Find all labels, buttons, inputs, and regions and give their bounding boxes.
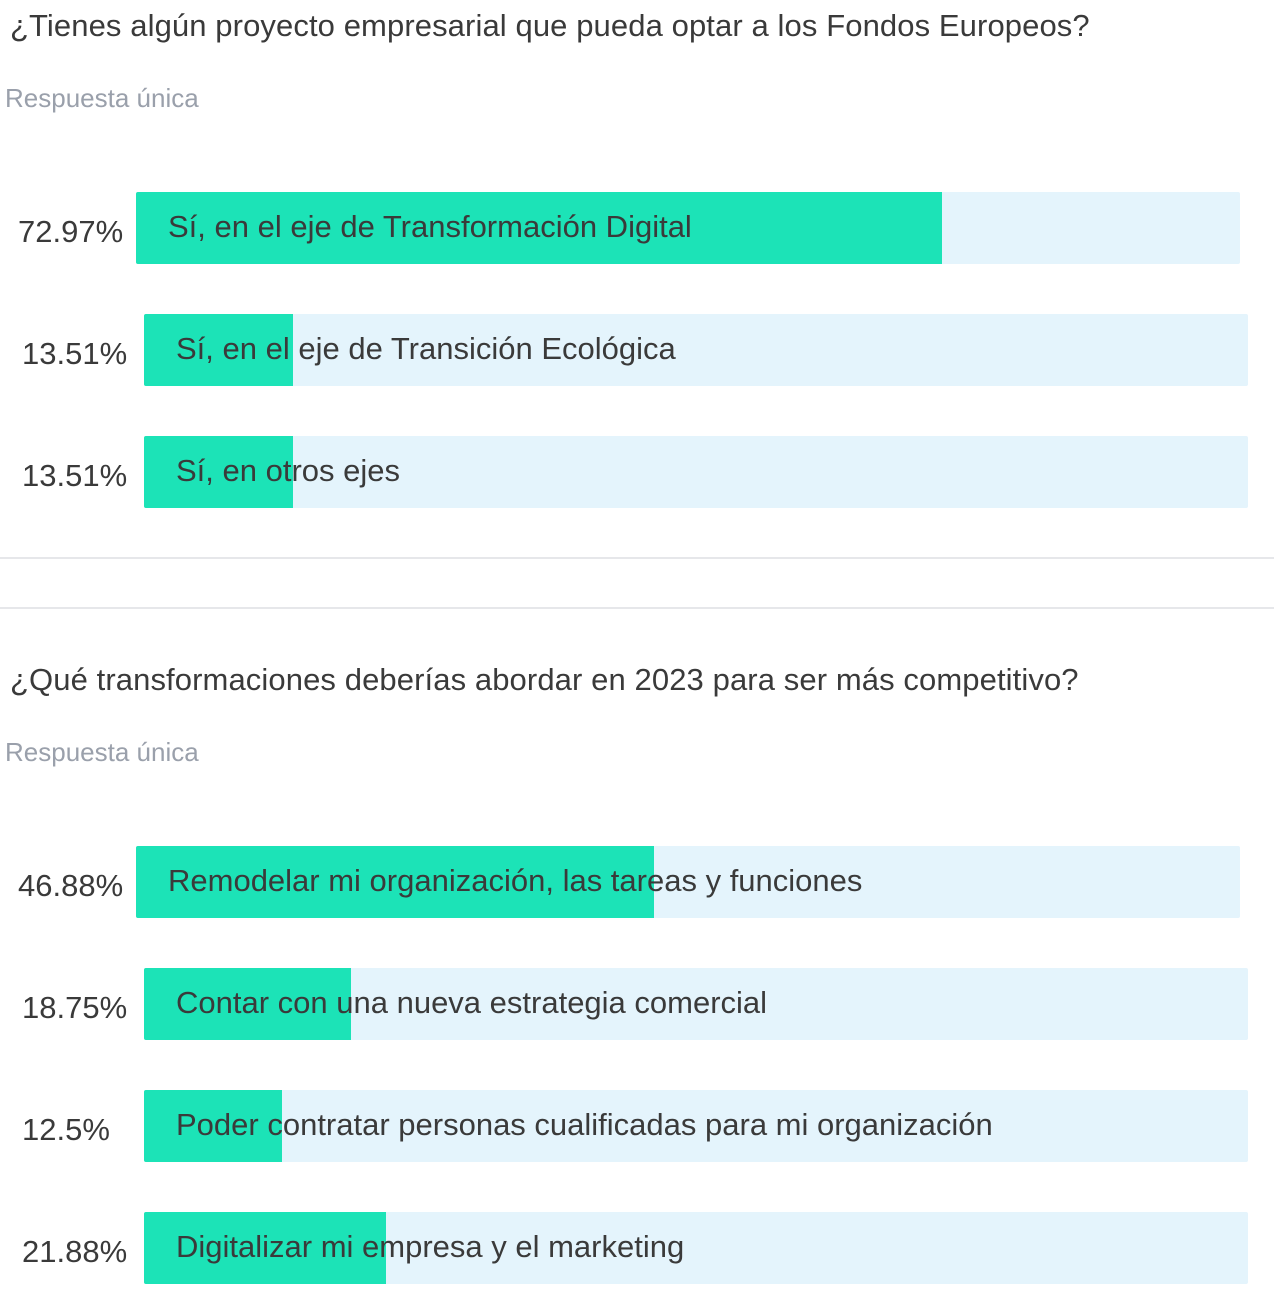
bar-track: Remodelar mi organización, las tareas y … [136,846,1240,918]
bar-row: 72.97% Sí, en el eje de Transformación D… [0,192,1274,264]
bar-fill [144,1212,386,1284]
bar-percent-label: 18.75% [22,990,128,1025]
bar-percent-label: 12.5% [22,1112,110,1147]
bar-track: Digitalizar mi empresa y el marketing [144,1212,1248,1284]
bar-percent-label: 13.51% [22,458,128,493]
question-subtitle: Respuesta única [5,737,199,767]
bar-fill [144,314,294,386]
bar-category-label: Digitalizar mi empresa y el marketing [176,1229,685,1264]
bar-track: Poder contratar personas cualificadas pa… [144,1090,1248,1162]
bar-fill [144,1090,282,1162]
bar-row: 13.51% Sí, en el eje de Transición Ecoló… [0,314,1274,386]
section-divider [0,607,1274,609]
bar-track: Sí, en el eje de Transición Ecológica [144,314,1248,386]
bar-row: 12.5% Poder contratar personas cualifica… [0,1090,1274,1162]
bar-fill [136,192,942,264]
question-title: ¿Qué transformaciones deberías abordar e… [10,662,1079,697]
bar-percent-label: 21.88% [22,1234,128,1269]
bar-category-label: Sí, en el eje de Transición Ecológica [176,331,676,366]
bar-fill [136,846,654,918]
section-divider [0,557,1274,559]
bar-row: 18.75% Contar con una nueva estrategia c… [0,968,1274,1040]
bar-category-label: Contar con una nueva estrategia comercia… [176,985,768,1020]
bar-percent-label: 13.51% [22,336,128,371]
bar-percent-label: 46.88% [18,868,124,903]
bar-row: 13.51% Sí, en otros ejes [0,436,1274,508]
question-title: ¿Tienes algún proyecto empresarial que p… [10,8,1090,43]
bar-row: 46.88% Remodelar mi organización, las ta… [0,846,1274,918]
bar-row: 21.88% Digitalizar mi empresa y el marke… [0,1212,1274,1284]
bar-fill [144,436,294,508]
bar-category-label: Sí, en otros ejes [176,453,401,488]
bar-category-label: Remodelar mi organización, las tareas y … [168,863,863,898]
bar-track: Contar con una nueva estrategia comercia… [144,968,1248,1040]
bar-category-label: Sí, en el eje de Transformación Digital [168,209,692,244]
bar-category-label: Poder contratar personas cualificadas pa… [176,1107,993,1142]
bar-percent-label: 72.97% [18,214,124,249]
bar-fill [144,968,351,1040]
question-subtitle: Respuesta única [5,83,199,113]
bar-track: Sí, en otros ejes [144,436,1248,508]
bar-track: Sí, en el eje de Transformación Digital [136,192,1240,264]
